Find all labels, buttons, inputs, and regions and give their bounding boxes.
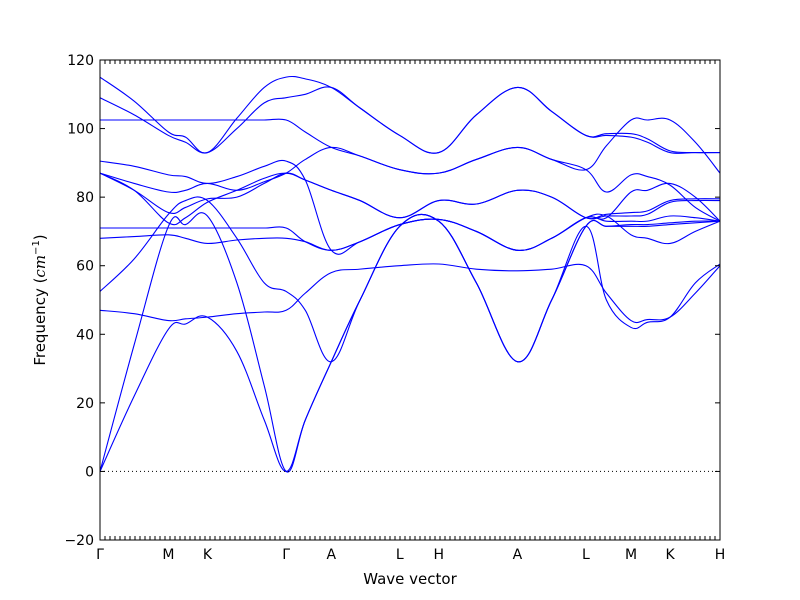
x-tick-label-2: M: [162, 547, 174, 563]
y-axis-title-exponent: −1: [31, 240, 42, 255]
y-tick-label: 80: [76, 190, 94, 206]
x-tick-label-5: A: [327, 547, 337, 563]
x-tick-label-1: Γ: [96, 547, 104, 563]
y-tick-label: 40: [76, 327, 94, 343]
y-tick-label: 60: [76, 259, 94, 275]
y-tick-label: 120: [67, 53, 94, 69]
x-tick-label-3: K: [203, 547, 213, 563]
x-axis-title: Wave vector: [363, 570, 457, 588]
y-axis-ticks: −20 0 20 40 60 80 100 120: [64, 53, 720, 549]
band-line-8: [99, 172, 721, 226]
y-tick-label: −20: [64, 533, 94, 549]
x-tick-label-10: M: [625, 547, 637, 563]
plot-frame: [99, 59, 721, 541]
x-tick-label-6: L: [396, 547, 404, 563]
x-tick-label-9: L: [582, 547, 590, 563]
x-tick-label-4: Γ: [282, 547, 290, 563]
band-line-13: [99, 75, 721, 154]
y-axis-title-text: Frequency (: [31, 278, 49, 366]
y-axis-title: Frequency (cm−1): [31, 234, 49, 365]
x-tick-label-11: K: [665, 547, 675, 563]
y-tick-label: 0: [85, 464, 94, 480]
x-tick-label-8: A: [513, 547, 523, 563]
y-tick-label: 20: [76, 396, 94, 412]
x-tick-label-12: H: [715, 547, 726, 563]
y-tick-label: 100: [67, 122, 94, 138]
band-line-3: [99, 263, 721, 324]
y-axis-title-unit: cm: [31, 255, 49, 278]
band-line-4: [99, 196, 721, 363]
band-lines: [99, 75, 721, 473]
band-line-11: [100, 117, 721, 175]
x-tick-label-7: H: [433, 547, 444, 563]
band-line-9: [99, 159, 721, 255]
y-axis-title-close: ): [31, 234, 49, 240]
